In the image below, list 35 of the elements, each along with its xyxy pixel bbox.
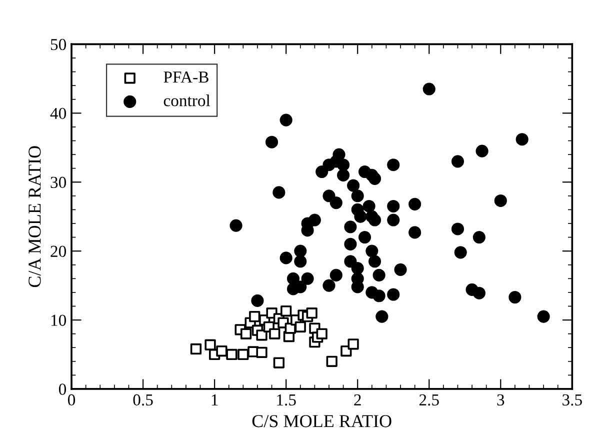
x-tick-label: 0 bbox=[68, 394, 76, 406]
y-tick-label: 10 bbox=[51, 314, 66, 326]
legend-label: control bbox=[164, 94, 210, 106]
point bbox=[294, 321, 306, 332]
point bbox=[216, 345, 228, 357]
point bbox=[348, 338, 359, 350]
point bbox=[190, 343, 202, 355]
point bbox=[280, 305, 292, 317]
point bbox=[238, 348, 249, 360]
y-tick-label: 40 bbox=[50, 108, 66, 120]
y-tick-label: 0 bbox=[58, 384, 66, 395]
x-tick-label: 1 bbox=[212, 394, 218, 406]
point bbox=[273, 357, 284, 368]
point bbox=[269, 328, 280, 340]
x-tick-label: 3 bbox=[497, 394, 504, 406]
point bbox=[204, 339, 216, 350]
point bbox=[326, 356, 338, 367]
point bbox=[316, 328, 328, 340]
point bbox=[306, 308, 318, 319]
point bbox=[256, 330, 268, 341]
x-tick-label: 2.5 bbox=[419, 394, 439, 406]
point bbox=[256, 346, 268, 358]
y-axis-title: C/A MOLE RATIO bbox=[28, 146, 41, 288]
point bbox=[226, 348, 238, 360]
x-axis-title: C/S MOLE RATIO bbox=[252, 415, 392, 428]
point bbox=[249, 310, 260, 322]
point bbox=[240, 328, 252, 340]
x-tick-label: 1.5 bbox=[277, 394, 296, 406]
legend-label: PFA-B bbox=[164, 72, 208, 83]
x-tick-label: 3.5 bbox=[562, 394, 582, 406]
y-tick-label: 30 bbox=[50, 176, 66, 188]
x-tick-label: 0.5 bbox=[133, 394, 153, 406]
y-tick-label: 50 bbox=[50, 38, 66, 50]
y-tick-label: 20 bbox=[50, 246, 66, 258]
x-tick-label: 2 bbox=[354, 394, 361, 406]
